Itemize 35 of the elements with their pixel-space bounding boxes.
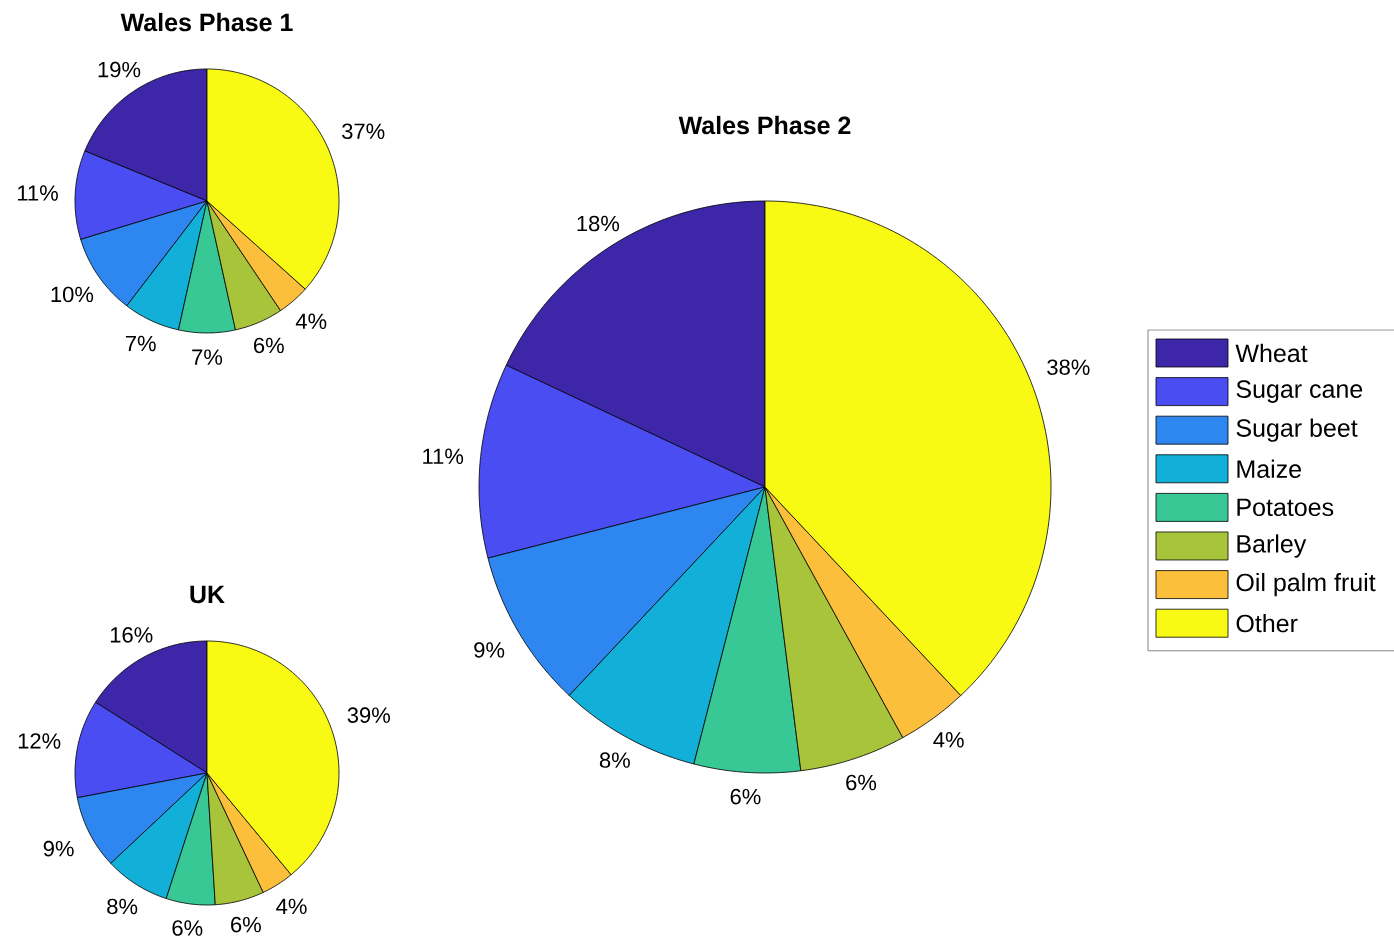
data-label: 7%	[192, 349, 223, 365]
legend-label: Barley	[1237, 534, 1307, 558]
data-label: 8%	[599, 752, 630, 768]
chart-title: UK	[190, 585, 225, 604]
data-label: 6%	[254, 337, 284, 354]
legend-label: Maize	[1237, 459, 1301, 478]
data-label: 19%	[98, 61, 141, 78]
legend-label: Potatoes	[1237, 498, 1334, 517]
data-label: 37%	[342, 123, 385, 140]
data-label: 38%	[1047, 359, 1090, 375]
data-label: 6%	[172, 920, 203, 936]
data-label: 4%	[295, 313, 327, 329]
chart-title: Wales Phase 1	[120, 12, 293, 32]
legend-label: Other	[1236, 613, 1298, 633]
data-label: 12%	[18, 733, 61, 749]
data-label: 9%	[43, 840, 74, 857]
legend-label: Oil palm fruit	[1236, 572, 1376, 597]
data-label: 11%	[423, 448, 464, 464]
data-label: 9%	[474, 642, 505, 658]
data-label: 16%	[110, 627, 153, 643]
data-label: 6%	[730, 788, 761, 805]
legend-label: Wheat	[1235, 343, 1308, 363]
chart-title: Wales Phase 2	[678, 115, 851, 135]
data-label: 6%	[231, 916, 261, 933]
data-label: 4%	[933, 732, 964, 748]
data-label: 18%	[577, 215, 620, 232]
data-label: 39%	[347, 707, 390, 723]
data-label: 4%	[276, 898, 307, 915]
data-label: 11%	[18, 185, 58, 201]
data-label: 6%	[846, 774, 877, 791]
data-label: 10%	[51, 286, 94, 303]
legend-label: Sugar cane	[1236, 380, 1363, 403]
data-label: 8%	[107, 898, 138, 915]
data-label: 7%	[125, 335, 156, 352]
legend-label: Sugar beet	[1236, 418, 1358, 442]
